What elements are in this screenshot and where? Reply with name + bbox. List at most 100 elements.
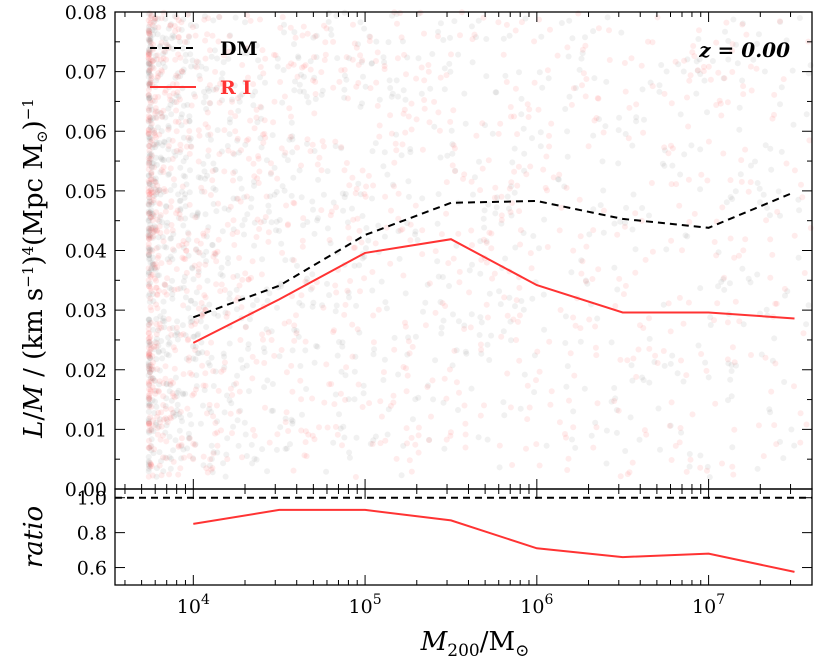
scatter-point: [767, 236, 774, 243]
scatter-point: [289, 133, 296, 140]
scatter-point: [169, 295, 176, 302]
scatter-point: [606, 57, 613, 63]
scatter-point: [185, 236, 192, 243]
scatter-point: [369, 269, 376, 275]
scatter-point: [163, 380, 170, 387]
scatter-point: [145, 113, 152, 120]
scatter-point: [437, 20, 444, 27]
scatter-point: [338, 144, 345, 151]
scatter-point: [195, 174, 202, 181]
scatter-point: [590, 28, 597, 35]
scatter-point: [151, 15, 158, 22]
scatter-point: [337, 425, 344, 432]
scatter-point: [145, 241, 152, 248]
scatter-point: [171, 286, 178, 293]
scatter-point: [760, 453, 767, 460]
scatter-point: [704, 109, 710, 116]
scatter-point: [170, 231, 177, 237]
scatter-point: [723, 199, 730, 206]
scatter-point: [147, 375, 154, 382]
scatter-point: [220, 52, 227, 59]
scatter-point: [164, 419, 171, 426]
scatter-point: [263, 157, 270, 164]
scatter-point: [774, 208, 781, 215]
scatter-point: [569, 436, 575, 443]
scatter-point: [321, 57, 328, 63]
scatter-point: [351, 40, 358, 47]
redshift-annotation: z = 0.00: [698, 38, 790, 62]
scatter-point: [698, 171, 705, 178]
scatter-point: [402, 323, 409, 330]
scatter-point: [548, 120, 555, 127]
scatter-point: [242, 270, 249, 277]
scatter-point: [151, 27, 158, 34]
scatter-point: [594, 315, 601, 322]
scatter-point: [791, 232, 798, 239]
scatter-point: [163, 438, 170, 445]
scatter-point: [645, 38, 651, 45]
scatter-point: [289, 388, 296, 395]
scatter-point: [145, 91, 152, 98]
scatter-point: [149, 224, 156, 231]
scatter-point: [283, 409, 290, 416]
scatter-point: [276, 353, 283, 360]
scatter-point: [147, 114, 154, 121]
scatter-point: [183, 143, 190, 150]
scatter-point: [661, 90, 668, 97]
scatter-point: [669, 145, 676, 152]
scatter-point: [158, 472, 165, 479]
scatter-point: [646, 315, 652, 322]
scatter-point: [164, 275, 171, 282]
scatter-point: [754, 40, 760, 47]
scatter-point: [166, 170, 173, 177]
scatter-point: [447, 432, 454, 439]
scatter-point: [153, 245, 160, 252]
scatter-point: [160, 59, 167, 66]
scatter-point: [145, 17, 152, 24]
scatter-point: [807, 62, 814, 69]
scatter-point: [558, 204, 565, 211]
scatter-point: [303, 453, 310, 460]
scatter-point: [145, 126, 152, 133]
scatter-point: [187, 167, 193, 174]
scatter-point: [515, 163, 522, 170]
scatter-point: [639, 205, 646, 211]
scatter-point: [408, 126, 415, 133]
scatter-point: [251, 173, 258, 180]
scatter-point: [175, 471, 182, 478]
scatter-point: [668, 457, 675, 463]
scatter-point: [539, 84, 546, 91]
scatter-point: [197, 76, 204, 83]
scatter-point: [478, 346, 485, 353]
scatter-point: [711, 239, 718, 245]
scatter-point: [296, 167, 303, 174]
scatter-point: [224, 392, 230, 399]
scatter-point: [145, 245, 152, 252]
scatter-point: [271, 352, 278, 359]
scatter-point: [461, 326, 468, 332]
scatter-point: [535, 106, 542, 113]
scatter-point: [706, 474, 713, 481]
scatter-point: [163, 203, 170, 210]
scatter-point: [734, 60, 741, 67]
scatter-point: [149, 193, 156, 200]
scatter-point: [304, 140, 310, 147]
scatter-point: [395, 215, 402, 222]
scatter-point: [178, 122, 185, 129]
scatter-point: [153, 340, 160, 347]
scatter-point: [450, 311, 456, 318]
scatter-point: [172, 56, 179, 63]
scatter-point: [628, 55, 635, 62]
scatter-point: [167, 101, 174, 108]
scatter-point: [580, 70, 587, 77]
scatter-point: [369, 287, 376, 294]
scatter-point: [432, 357, 439, 364]
scatter-point: [506, 205, 512, 212]
scatter-point: [175, 119, 182, 125]
scatter-point: [370, 182, 377, 189]
scatter-point: [738, 157, 745, 164]
scatter-point: [214, 449, 221, 456]
scatter-point: [245, 276, 252, 283]
scatter-point: [145, 454, 152, 460]
scatter-point: [237, 337, 244, 343]
